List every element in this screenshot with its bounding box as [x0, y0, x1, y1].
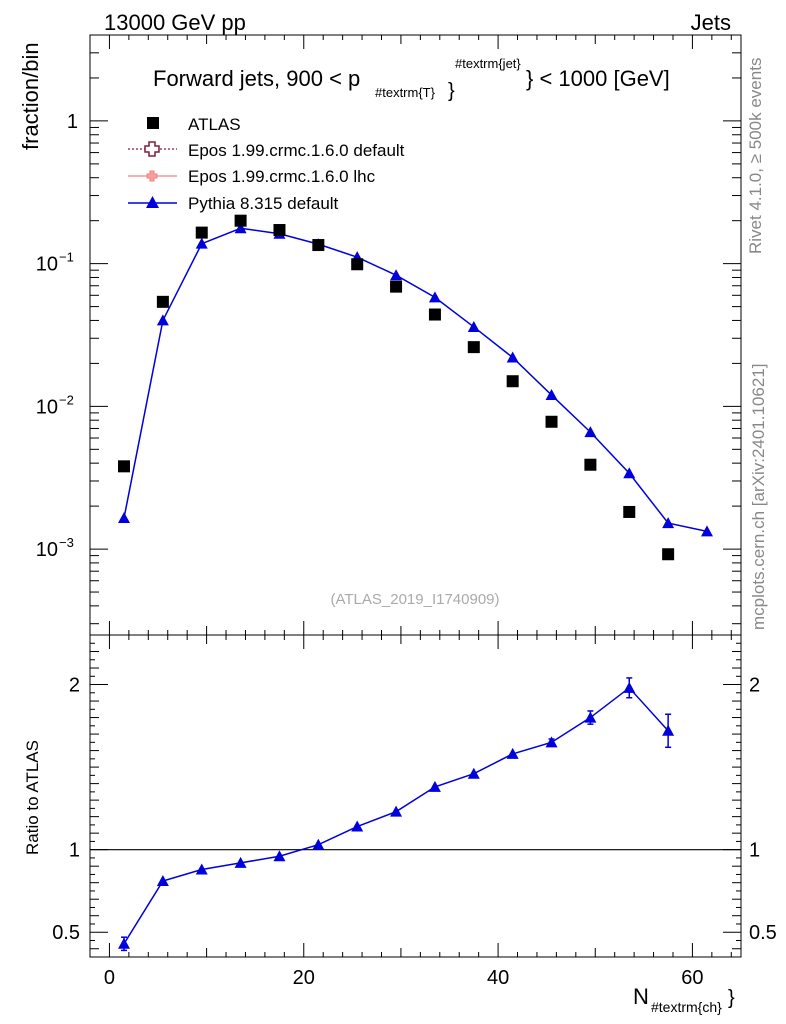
main-title: Forward jets, 900 < p #textrm{T} } #text…: [153, 56, 670, 102]
y-tick-label-1e-2: 10 −2: [36, 392, 74, 418]
xlabel-base: N: [633, 984, 649, 1009]
legend-label-atlas: ATLAS: [188, 115, 241, 134]
main-series: [118, 214, 713, 561]
main-y-tick-labels: 1 10 −1 10 −2 10 −3: [36, 111, 78, 561]
atlas-point: [662, 548, 675, 561]
atlas-point: [545, 415, 558, 428]
legend-marker-epos-default: [144, 141, 160, 157]
pythia-line: [123, 227, 708, 533]
title-suffix: } < 1000 [GeV]: [526, 66, 670, 91]
pythia-point: [506, 351, 519, 363]
atlas-point: [156, 295, 169, 308]
main-ylabel: fraction/bin: [18, 42, 43, 150]
ratio-point: [312, 838, 325, 850]
ratio-point: [195, 863, 208, 875]
y-tick-label-1e-1: 10 −1: [36, 250, 74, 276]
ratio-ylabel: Ratio to ATLAS: [23, 740, 42, 855]
title-superscript: #textrm{jet}: [455, 56, 521, 71]
atlas-point: [195, 226, 208, 239]
ratio-xlabel: N #textrm{ch} }: [633, 984, 735, 1015]
ratio-point: [662, 724, 675, 736]
ratio-point: [506, 747, 519, 759]
xlabel-subscript: #textrm{ch}: [651, 999, 722, 1015]
mcplots-label: mcplots.cern.ch [arXiv:2401.10621]: [749, 364, 768, 630]
legend: ATLAS Epos 1.99.crmc.1.6.0 default Epos …: [128, 115, 405, 213]
pythia-point: [662, 517, 675, 529]
legend-label-epos-default: Epos 1.99.crmc.1.6.0 default: [188, 141, 405, 160]
xlabel-brace: }: [728, 987, 735, 1009]
atlas-point: [506, 375, 519, 388]
rivet-label: Rivet 4.1.0, ≥ 500k events: [746, 58, 765, 254]
ratio-point: [234, 856, 247, 868]
pythia-point: [584, 426, 597, 438]
x-tick-labels: 0 20 40 60: [104, 967, 704, 989]
title-sub-brace: }: [448, 80, 455, 102]
pythia-point: [118, 512, 131, 524]
x-tick-label: 0: [104, 967, 115, 989]
legend-label-pythia: Pythia 8.315 default: [188, 194, 339, 213]
atlas-point: [390, 280, 403, 293]
svg-text:10: 10: [36, 539, 58, 561]
ratio-tick-label-right-1: 1: [749, 840, 760, 862]
pythia-point: [156, 314, 169, 326]
pythia-point: [623, 467, 636, 479]
ratio-panel-frame: [89, 634, 742, 958]
x-tick-label: 20: [293, 967, 315, 989]
atlas-point: [467, 341, 480, 354]
ratio-point: [623, 681, 636, 693]
header-left: 13000 GeV pp: [104, 10, 246, 35]
atlas-point: [312, 239, 325, 252]
pythia-point: [467, 320, 480, 332]
ratio-tick-label-left-0.5: 0.5: [52, 922, 80, 944]
ratio-tick-label-left-2: 2: [69, 675, 80, 697]
atlas-point: [428, 308, 441, 321]
x-tick-label: 60: [681, 967, 703, 989]
pythia-point: [428, 291, 441, 303]
ratio-point: [428, 780, 441, 792]
svg-text:−2: −2: [59, 392, 74, 407]
svg-text:−3: −3: [59, 535, 74, 550]
ratio-y-tick-labels: 0.5 1 2 0.5 1 2: [52, 675, 777, 945]
ratio-point: [273, 850, 286, 862]
title-subscript: #textrm{T}: [375, 85, 436, 100]
ratio-series: [118, 677, 675, 952]
ratio-point: [584, 711, 597, 723]
legend-label-epos-lhc: Epos 1.99.crmc.1.6.0 lhc: [188, 167, 376, 186]
legend-marker-pythia: [146, 196, 159, 208]
pythia-point: [700, 525, 713, 537]
atlas-point: [584, 458, 597, 471]
pythia-point: [390, 269, 403, 281]
header-right: Jets: [691, 10, 731, 35]
ratio-point: [467, 767, 480, 779]
ratio-point: [390, 805, 403, 817]
atlas-point: [623, 505, 636, 518]
pythia-point: [195, 237, 208, 249]
atlas-point: [273, 224, 286, 237]
atlas-point: [118, 460, 131, 473]
legend-marker-epos-lhc: [146, 170, 158, 182]
y-tick-label-1e-3: 10 −3: [36, 535, 74, 561]
ratio-point: [156, 875, 169, 887]
legend-marker-atlas: [147, 117, 159, 129]
x-tick-label: 40: [487, 967, 509, 989]
ratio-tick-label-left-1: 1: [69, 840, 80, 862]
pythia-point: [545, 389, 558, 401]
y-tick-label-1: 1: [67, 111, 78, 133]
ratio-tick-label-right-2: 2: [749, 675, 760, 697]
ratio-point: [351, 820, 364, 832]
title-prefix: Forward jets, 900 < p: [153, 66, 360, 91]
analysis-watermark: (ATLAS_2019_I1740909): [330, 591, 499, 608]
pythia-point: [234, 222, 247, 234]
ratio-point: [545, 736, 558, 748]
svg-text:−1: −1: [59, 250, 74, 265]
svg-text:10: 10: [36, 396, 58, 418]
svg-text:10: 10: [36, 254, 58, 276]
ratio-tick-label-right-0.5: 0.5: [749, 922, 777, 944]
atlas-point: [351, 258, 364, 271]
atlas-point: [234, 214, 247, 227]
ratio-point: [118, 937, 131, 949]
